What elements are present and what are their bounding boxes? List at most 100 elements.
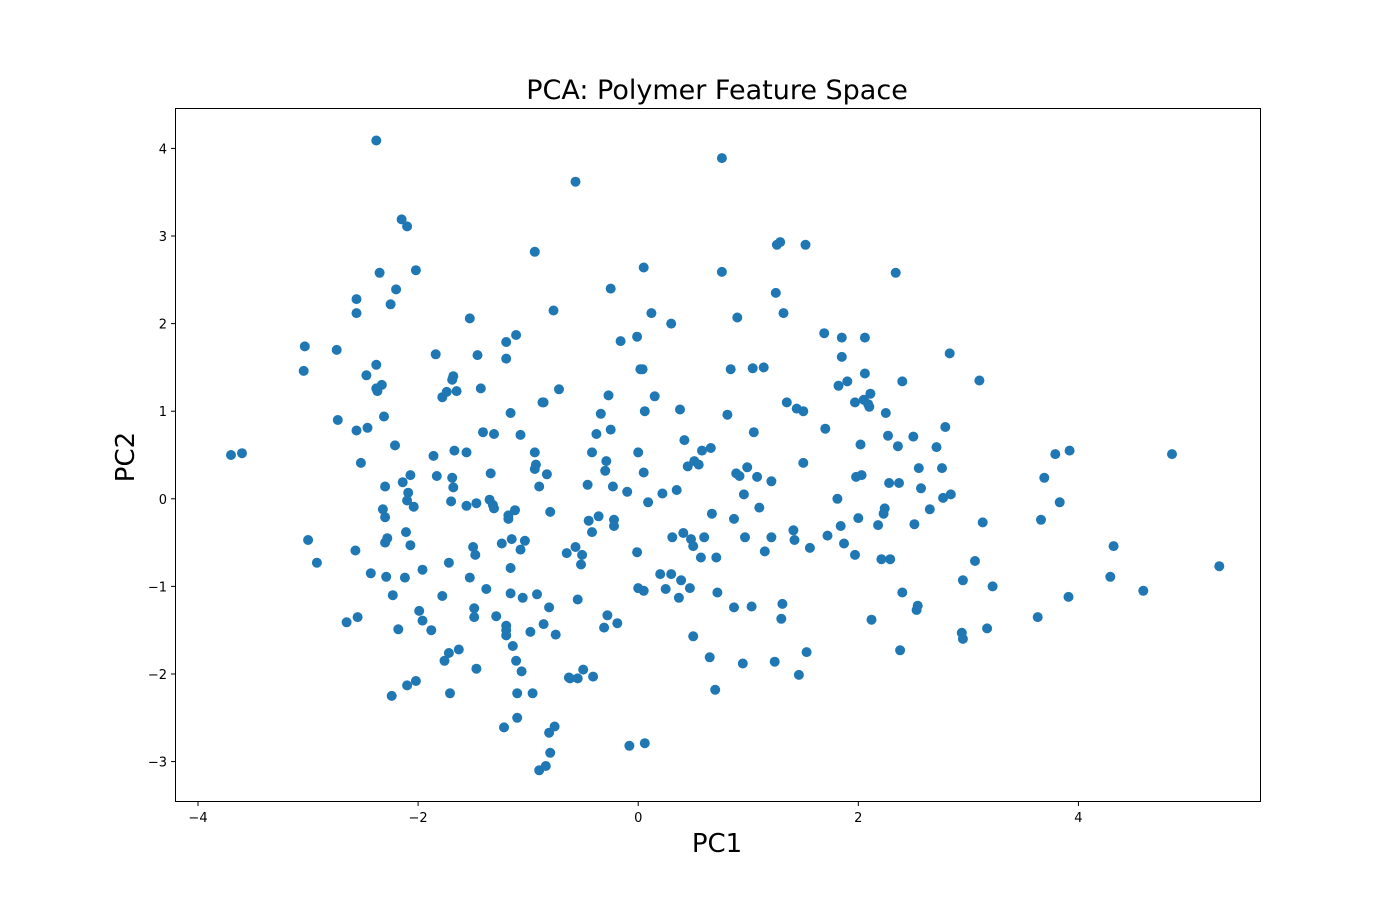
data-point: [891, 268, 901, 278]
data-point: [371, 360, 381, 370]
data-point: [1033, 612, 1043, 622]
data-point: [788, 525, 798, 535]
data-point: [386, 299, 396, 309]
data-point: [541, 761, 551, 771]
data-point: [1064, 592, 1074, 602]
data-point: [299, 366, 309, 376]
data-point: [777, 599, 787, 609]
data-point: [418, 565, 428, 575]
data-point: [381, 572, 391, 582]
data-point: [600, 466, 610, 476]
data-point: [350, 546, 360, 556]
data-point: [554, 384, 564, 394]
data-point: [770, 657, 780, 667]
data-point: [401, 527, 411, 537]
data-point: [371, 136, 381, 146]
data-point: [697, 446, 707, 456]
data-point: [738, 659, 748, 669]
data-point: [481, 584, 491, 594]
y-axis-label: PC2: [111, 432, 141, 482]
data-point: [776, 614, 786, 624]
data-point: [624, 741, 634, 751]
data-point: [639, 468, 649, 478]
data-point: [576, 560, 586, 570]
data-point: [925, 504, 935, 514]
data-point: [545, 507, 555, 517]
data-point: [914, 463, 924, 473]
data-point: [534, 482, 544, 492]
data-point: [226, 450, 236, 460]
data-point: [465, 573, 475, 583]
data-point: [489, 429, 499, 439]
data-point: [946, 489, 956, 499]
data-point: [908, 432, 918, 442]
data-point: [688, 631, 698, 641]
data-point: [834, 381, 844, 391]
data-point: [602, 610, 612, 620]
data-point: [444, 648, 454, 658]
data-point: [601, 456, 611, 466]
data-point: [766, 476, 776, 486]
data-point: [1109, 541, 1119, 551]
data-point: [897, 588, 907, 598]
data-point: [342, 617, 352, 627]
data-point: [501, 337, 511, 347]
data-point: [584, 516, 594, 526]
data-point: [884, 478, 894, 488]
data-point: [837, 352, 847, 362]
data-point: [409, 502, 419, 512]
data-point: [596, 409, 606, 419]
data-point: [823, 531, 833, 541]
data-point: [978, 517, 988, 527]
data-point: [454, 645, 464, 655]
data-point: [672, 485, 682, 495]
data-point: [609, 521, 619, 531]
data-point: [646, 308, 656, 318]
data-point: [562, 548, 572, 558]
data-point: [661, 584, 671, 594]
data-point: [790, 535, 800, 545]
data-point: [356, 458, 366, 468]
data-point: [551, 630, 561, 640]
data-point: [679, 435, 689, 445]
data-point: [510, 505, 520, 515]
data-point: [379, 412, 389, 422]
data-point: [333, 415, 343, 425]
data-point: [507, 534, 517, 544]
data-point: [729, 602, 739, 612]
data-point: [1214, 561, 1224, 571]
data-point: [414, 606, 424, 616]
data-point: [694, 460, 704, 470]
data-point: [717, 267, 727, 277]
data-point: [696, 553, 706, 563]
data-point: [405, 540, 415, 550]
data-point: [775, 237, 785, 247]
data-point: [1050, 449, 1060, 459]
data-point: [894, 478, 904, 488]
data-point: [446, 496, 456, 506]
data-point: [411, 265, 421, 275]
data-point: [726, 364, 736, 374]
data-point: [544, 602, 554, 612]
data-point: [988, 581, 998, 591]
y-tick-label: 1: [159, 405, 167, 420]
data-point: [471, 498, 481, 508]
data-point: [798, 406, 808, 416]
data-point: [836, 521, 846, 531]
data-point: [512, 688, 522, 698]
data-point: [571, 542, 581, 552]
data-point: [511, 656, 521, 666]
data-point: [587, 447, 597, 457]
data-point: [801, 240, 811, 250]
data-point: [850, 550, 860, 560]
data-point: [674, 593, 684, 603]
data-point: [850, 397, 860, 407]
data-point: [506, 408, 516, 418]
data-point: [867, 615, 877, 625]
data-point: [476, 383, 486, 393]
y-tick-label: −3: [148, 756, 167, 771]
data-point: [532, 589, 542, 599]
data-point: [771, 288, 781, 298]
